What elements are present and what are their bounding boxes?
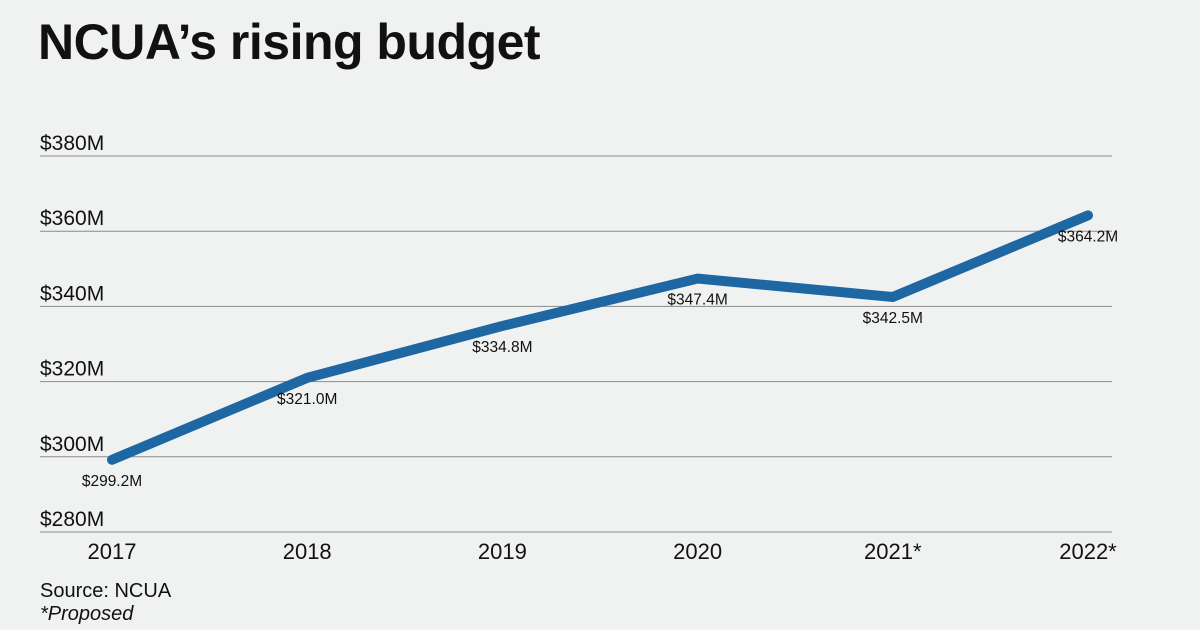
data-label: $299.2M: [82, 473, 142, 490]
proposed-footnote: *Proposed: [40, 603, 134, 625]
x-axis-ticks: 2017 2018 2019 2020 2021* 2022*: [88, 539, 1118, 564]
y-tick-label: $380M: [40, 132, 104, 155]
y-tick-label: $280M: [40, 508, 104, 531]
x-tick-label: 2020: [673, 539, 722, 564]
y-tick-label: $340M: [40, 282, 104, 305]
data-label: $347.4M: [667, 292, 727, 309]
x-tick-label: 2018: [283, 539, 332, 564]
x-tick-label: 2019: [478, 539, 527, 564]
source-note: Source: NCUA: [40, 580, 172, 602]
series-budget: [107, 210, 1093, 465]
x-tick-label: 2017: [88, 539, 137, 564]
x-tick-label: 2021*: [864, 539, 922, 564]
y-tick-label: $360M: [40, 207, 104, 230]
chart-title: NCUA’s rising budget: [38, 14, 541, 70]
y-axis-ticks: $280M $300M $320M $340M $360M $380M: [40, 132, 104, 531]
data-labels: $299.2M $321.0M $334.8M $347.4M $342.5M $364.…: [82, 228, 1118, 489]
series-line: [107, 210, 1093, 465]
data-label: $364.2M: [1058, 228, 1118, 245]
y-tick-label: $320M: [40, 358, 104, 381]
data-label: $342.5M: [863, 310, 923, 327]
y-tick-label: $300M: [40, 433, 104, 456]
gridlines: [40, 155, 1112, 533]
data-label: $334.8M: [472, 339, 532, 356]
x-tick-label: 2022*: [1059, 539, 1117, 564]
data-label: $321.0M: [277, 391, 337, 408]
